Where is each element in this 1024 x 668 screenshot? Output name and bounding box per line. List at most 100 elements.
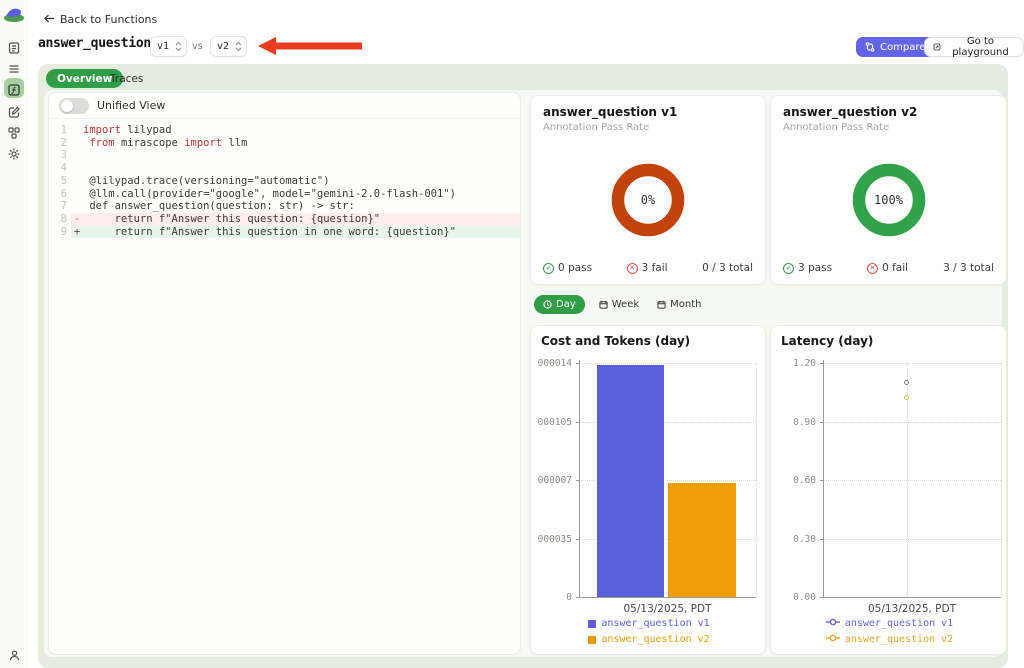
latency-chart-card: Latency (day) 0.00 0.30 0.60 0.90 1.20 05/13/… (770, 325, 1007, 655)
toggle-knob (61, 100, 73, 112)
y-tick-mark (576, 538, 579, 540)
diff-marker (71, 188, 83, 201)
fail-stat: ✕ 3 fail (626, 262, 668, 274)
month-label: Month (670, 299, 702, 310)
x-axis-label: 05/13/2025, PDT (867, 603, 957, 615)
y-tick-mark (820, 363, 823, 364)
gridline-horizontal (823, 538, 1001, 540)
y-tick-label: 000007 (537, 475, 572, 486)
gridline-vertical (907, 363, 908, 597)
y-tick-label: 0.60 (793, 475, 816, 486)
legend-label: answer_question v1 (601, 618, 710, 629)
unified-view-toggle[interactable] (59, 98, 89, 114)
compare-button[interactable]: Compare (856, 37, 935, 57)
diff-marker (71, 200, 83, 213)
diff-marker: + (73, 225, 81, 238)
line-number: 5 (60, 174, 67, 187)
pass-rate-value-v1: 0% (640, 193, 656, 207)
back-to-functions-link[interactable]: Back to Functions (44, 13, 157, 26)
line-number: 7 (60, 200, 67, 213)
line-number: 2 (60, 136, 67, 149)
scatter-point-2 (904, 395, 909, 401)
user-icon[interactable] (0, 645, 28, 665)
bar-1 (597, 364, 664, 597)
week-label: Week (611, 299, 640, 310)
functions-icon[interactable] (0, 78, 28, 100)
version-right-value: v2 (217, 41, 230, 52)
code-line: 2 from mirascope import llm (49, 137, 520, 150)
tab-overview-label: Overview (57, 72, 113, 85)
tab-overview[interactable]: Overview (46, 69, 124, 88)
code-line: 1 import lilypad (49, 124, 520, 137)
code-line: 5 @lilypad.trace(versioning="automatic") (49, 175, 520, 188)
y-tick-mark (576, 597, 579, 598)
vcard-v2-title: answer_question v2 (783, 105, 918, 119)
calendar-icon (657, 300, 666, 309)
week-button[interactable]: Week (595, 295, 643, 314)
month-button[interactable]: Month (653, 295, 705, 314)
y-tick-mark (576, 421, 579, 423)
y-tick-mark (820, 597, 823, 598)
compare-label: Compare (880, 41, 926, 53)
list-icon[interactable] (0, 59, 28, 79)
pass-count: 0 pass (558, 262, 593, 274)
code-text: return f"Answer this question: {question… (83, 212, 381, 225)
total-count: 0 / 3 total (702, 262, 753, 274)
line-number: 6 (60, 187, 67, 200)
settings-gear-icon[interactable] (0, 144, 28, 164)
clock-icon (543, 300, 552, 309)
version-select-left[interactable]: v1 (150, 36, 187, 57)
code-text: from mirascope import llm (89, 136, 248, 149)
fail-count: 0 fail (882, 262, 909, 274)
tab-traces-label: Traces (110, 72, 144, 85)
code-line: 4 (49, 162, 520, 175)
line-number: 9 (60, 225, 67, 238)
go-to-playground-button[interactable]: Go to playground (924, 36, 1024, 58)
legend-line-dot-icon (825, 634, 840, 645)
version-select-right[interactable]: v2 (210, 36, 247, 57)
code-line: 6 @llm.call(provider="google", model="ge… (49, 188, 520, 201)
code-text: @llm.call(provider="google", model="gemi… (83, 187, 456, 200)
vcard-v1-stats: ✓ 0 pass ✕ 3 fail 0 / 3 total (543, 262, 753, 274)
diff-marker (71, 175, 83, 188)
gridline-horizontal (579, 421, 756, 423)
organization-icon[interactable] (0, 123, 28, 143)
gridline-vertical (1001, 363, 1002, 597)
pass-rate-value-v2: 100% (874, 193, 903, 207)
tab-traces[interactable]: Traces (104, 69, 149, 88)
pass-count: 3 pass (798, 262, 833, 274)
versus-label: vs (192, 41, 203, 52)
calendar-icon (599, 300, 608, 309)
line-number: 4 (60, 162, 67, 175)
diff-marker (71, 137, 83, 150)
playground-label: Go to playground (952, 36, 1009, 58)
version-card-v2: answer_question v2 Annotation Pass Rate … (770, 95, 1007, 285)
version-left-value: v1 (157, 41, 170, 52)
scatter-point-1 (904, 379, 909, 385)
gridline-horizontal (579, 538, 756, 540)
vcard-v2-subtitle: Annotation Pass Rate (783, 122, 890, 133)
annotate-icon[interactable] (0, 102, 28, 122)
vcard-v2-stats: ✓ 3 pass ✕ 0 fail 3 / 3 total (783, 262, 994, 274)
back-link-label: Back to Functions (60, 13, 158, 26)
line-number: 8 (60, 212, 67, 225)
gridline-horizontal (823, 363, 1001, 364)
y-tick-label: 000035 (537, 533, 572, 545)
pass-rate-donut-v2: 100% (847, 158, 931, 242)
traces-icon[interactable] (0, 38, 28, 58)
diff-marker (71, 162, 83, 175)
page-title: answer_question (38, 36, 151, 51)
unified-view-label: Unified View (97, 99, 166, 112)
x-circle-icon: ✕ (626, 262, 638, 274)
legend-label: answer_question v2 (844, 634, 954, 645)
gridline-horizontal (823, 480, 1001, 481)
code-editor: 1 import lilypad 2 from mirascope import l… (49, 119, 520, 239)
y-tick-label: 000105 (537, 416, 572, 428)
lilypad-logo-icon[interactable] (2, 4, 26, 24)
total-count: 3 / 3 total (943, 262, 994, 274)
legend-line-dot-icon (825, 618, 840, 629)
bar-2 (668, 483, 736, 597)
gridline-horizontal (579, 363, 756, 364)
day-button[interactable]: Day (534, 295, 585, 314)
